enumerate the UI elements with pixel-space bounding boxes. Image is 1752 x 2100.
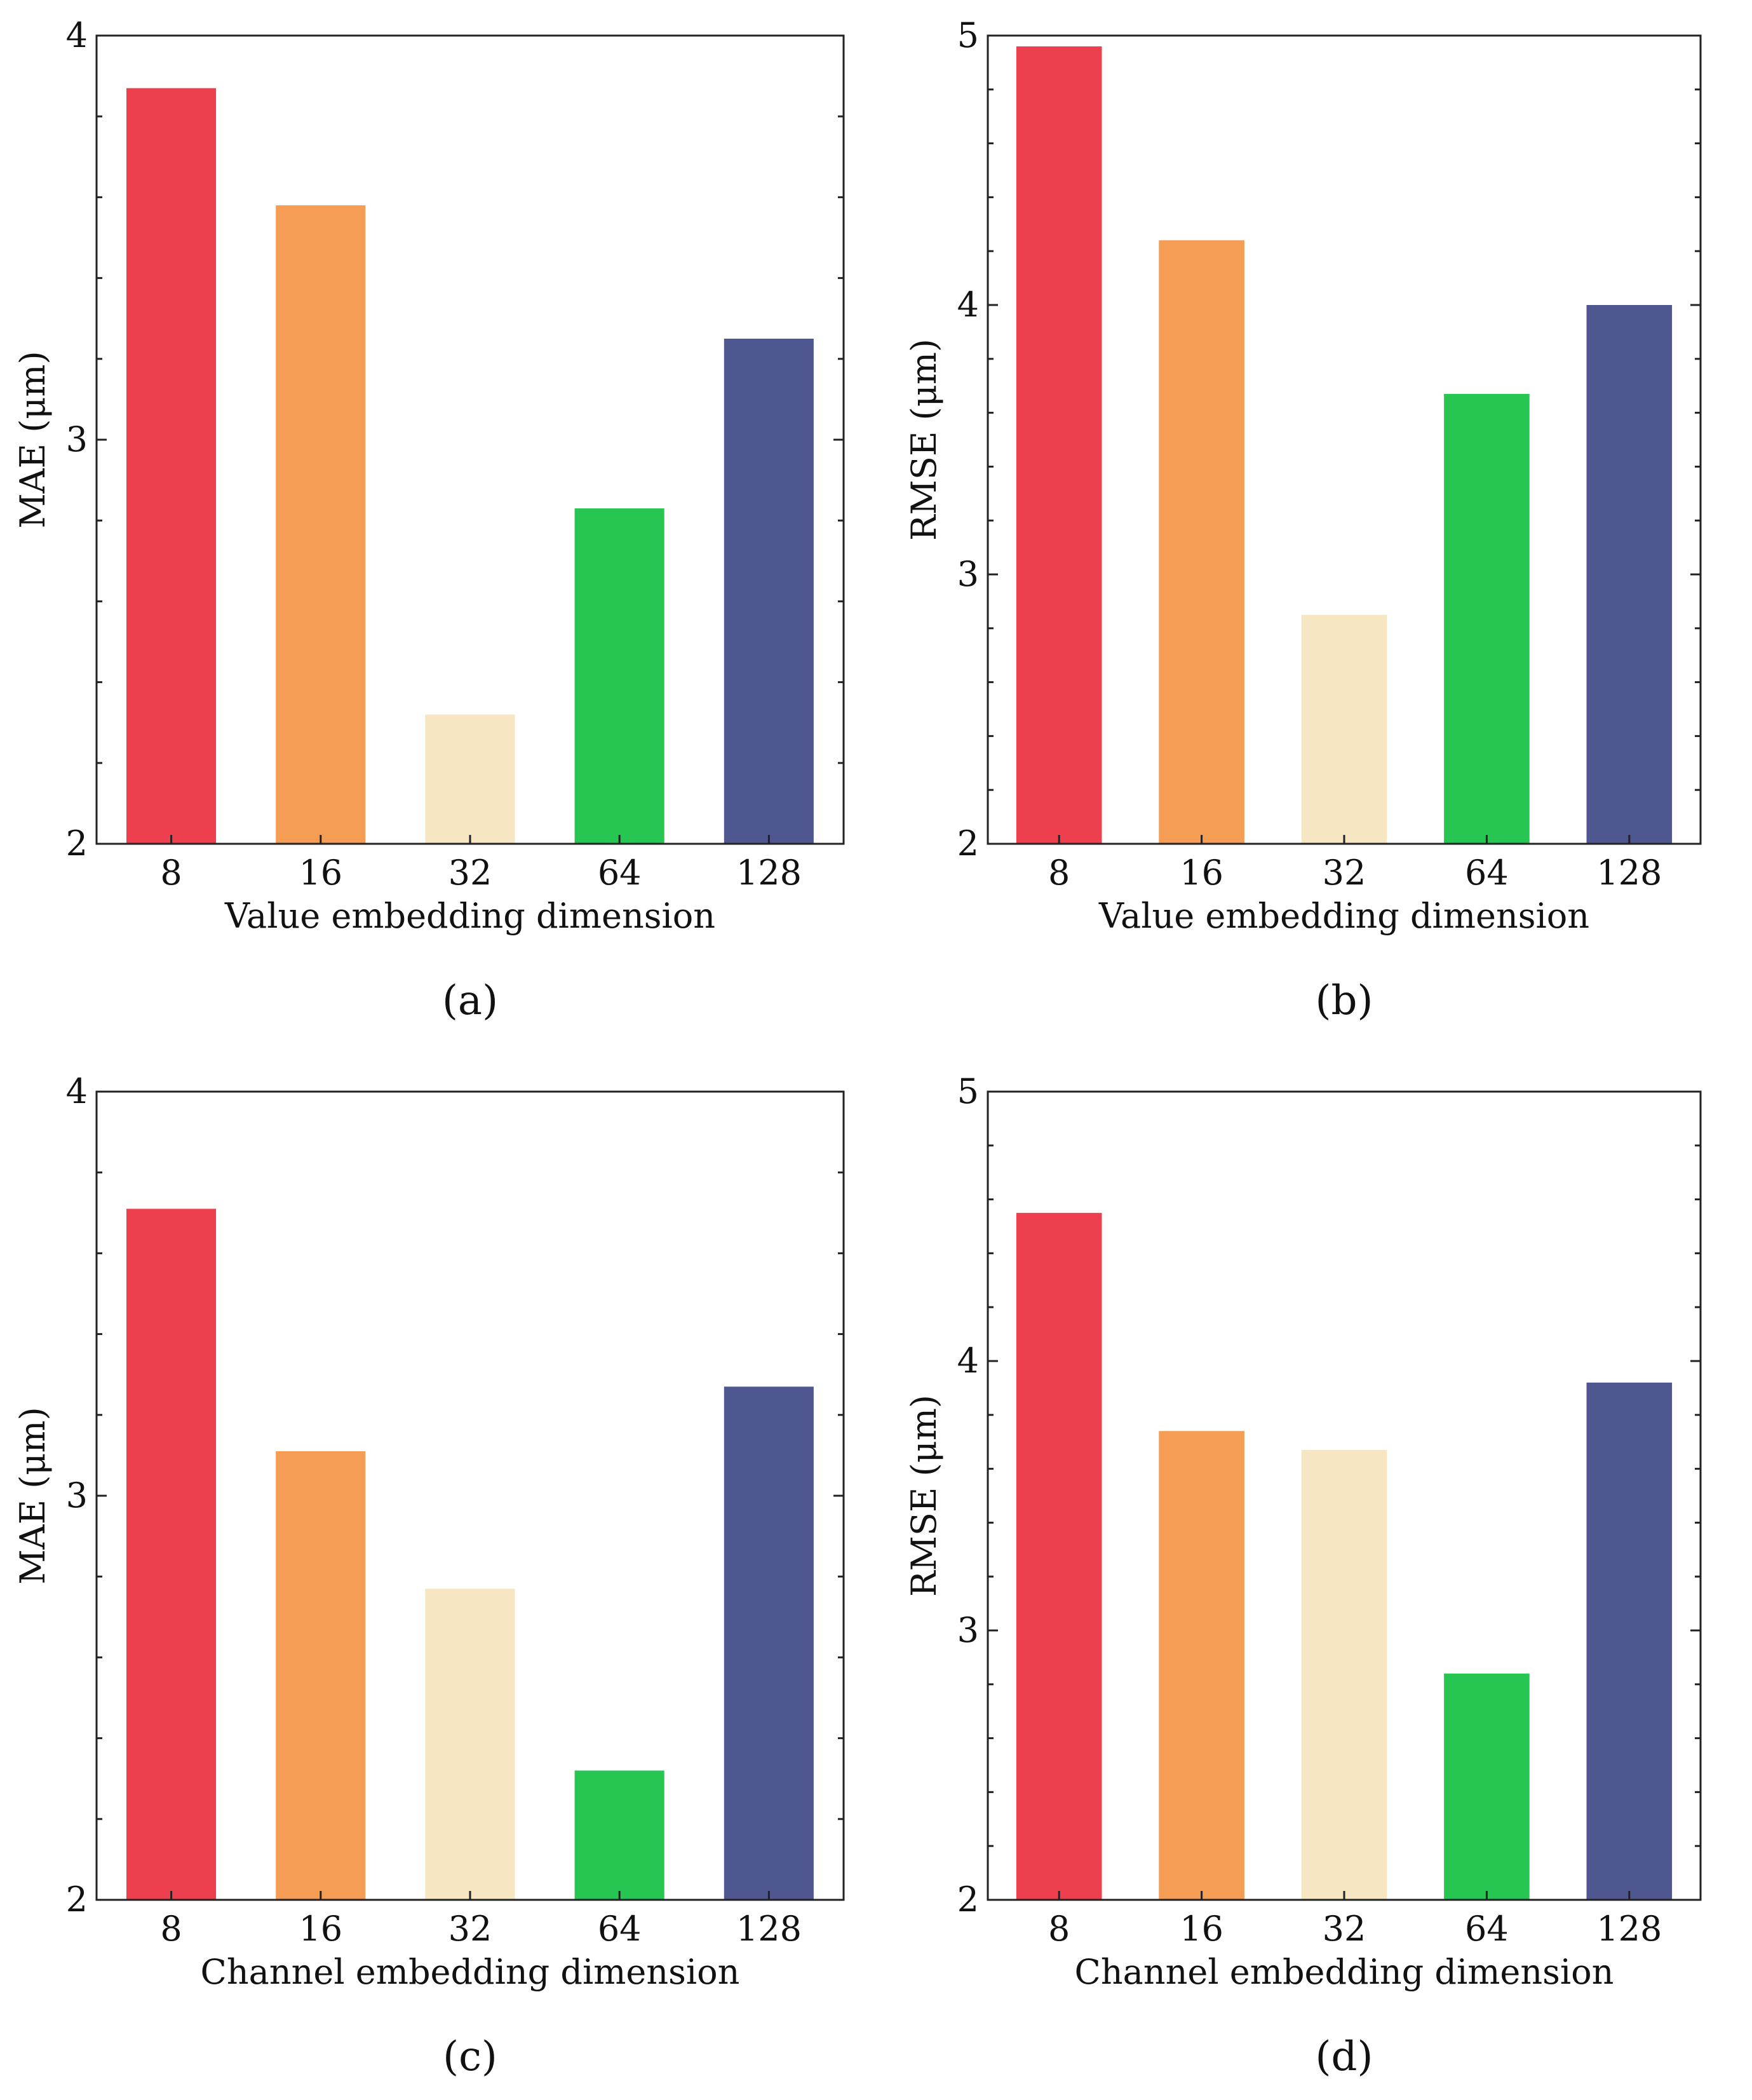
bar-16 (1159, 240, 1244, 844)
x-axis-label: Channel embedding dimension (201, 1952, 740, 1992)
bar-64 (1444, 1673, 1530, 1900)
x-tick-label: 16 (1180, 1909, 1223, 1949)
chart-panel-0: 2 3 4 8 16 32 64 128 Value embedding dimension MA… (13, 15, 845, 1024)
y-tick-label: 2 (66, 1880, 88, 1920)
y-tick-label: 3 (957, 1610, 979, 1650)
x-tick-label: 8 (1048, 1909, 1070, 1949)
x-tick-label: 128 (1596, 853, 1662, 893)
bar-64 (1444, 393, 1530, 844)
y-tick-label: 4 (66, 1071, 88, 1111)
x-tick-label: 16 (299, 1909, 342, 1949)
panel-label: (d) (1316, 2033, 1373, 2080)
bar-8 (126, 1209, 217, 1900)
bar-8 (126, 88, 217, 844)
x-tick-label: 32 (1323, 1909, 1366, 1949)
y-axis-label: RMSE (μm) (904, 339, 944, 541)
x-tick-label: 8 (1048, 853, 1070, 893)
y-tick-label: 3 (957, 554, 979, 594)
bar-64 (574, 1770, 664, 1900)
x-tick-label: 32 (448, 853, 492, 893)
x-tick-label: 8 (160, 1909, 182, 1949)
panel-label: (a) (442, 977, 498, 1024)
bar-32 (1301, 1449, 1387, 1900)
y-tick-label: 3 (66, 419, 88, 459)
x-tick-label: 64 (598, 1909, 642, 1949)
x-axis-label: Value embedding dimension (1098, 896, 1589, 936)
y-tick-label: 3 (66, 1475, 88, 1515)
x-tick-label: 128 (736, 853, 802, 893)
y-axis-label: MAE (μm) (13, 1407, 53, 1584)
bar-32 (425, 714, 515, 844)
x-tick-label: 8 (160, 853, 182, 893)
bar-16 (276, 205, 366, 844)
y-tick-label: 5 (957, 15, 979, 55)
x-tick-label: 16 (299, 853, 342, 893)
bar-8 (1016, 1212, 1102, 1900)
y-tick-label: 5 (957, 1071, 979, 1111)
y-tick-label: 2 (957, 1880, 979, 1920)
x-tick-label: 64 (1465, 853, 1509, 893)
panel-label: (c) (443, 2033, 497, 2080)
bar-128 (1586, 305, 1673, 844)
bar-32 (425, 1589, 515, 1900)
y-tick-label: 4 (957, 1341, 979, 1381)
y-tick-label: 2 (66, 823, 88, 864)
x-tick-label: 16 (1180, 853, 1223, 893)
x-axis-label: Channel embedding dimension (1075, 1952, 1614, 1992)
x-tick-label: 128 (1596, 1909, 1662, 1949)
bar-128 (724, 339, 814, 844)
y-axis-label: RMSE (μm) (904, 1395, 944, 1597)
y-tick-label: 4 (66, 15, 88, 55)
y-tick-label: 4 (957, 285, 979, 325)
x-axis-label: Value embedding dimension (224, 896, 715, 936)
bar-128 (1586, 1382, 1673, 1900)
x-tick-label: 128 (736, 1909, 802, 1949)
x-tick-label: 32 (1323, 853, 1366, 893)
panel-label: (b) (1316, 977, 1373, 1024)
bar-8 (1016, 46, 1102, 844)
x-tick-label: 64 (598, 853, 642, 893)
y-axis-label: MAE (μm) (13, 351, 53, 528)
bar-128 (724, 1386, 814, 1900)
y-tick-label: 2 (957, 823, 979, 864)
bar-64 (574, 508, 664, 844)
bar-16 (1159, 1431, 1244, 1900)
x-tick-label: 64 (1465, 1909, 1509, 1949)
x-tick-label: 32 (448, 1909, 492, 1949)
bar-16 (276, 1451, 366, 1900)
bar-32 (1301, 614, 1387, 844)
